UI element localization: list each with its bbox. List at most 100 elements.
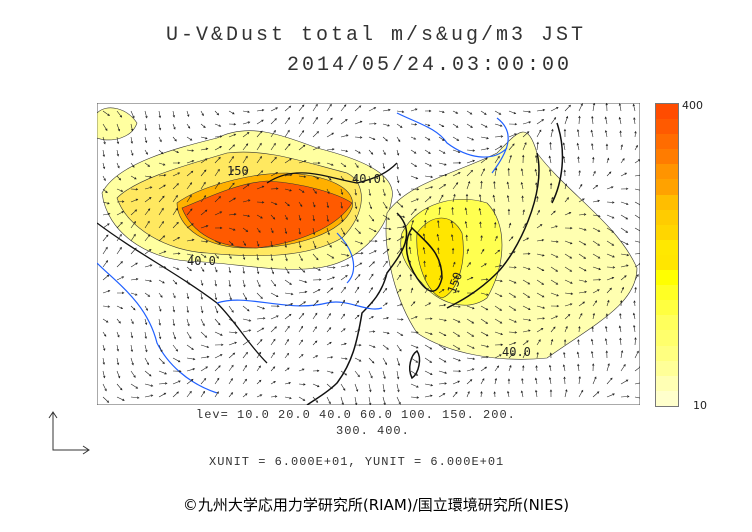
wind-arrow [634,366,640,372]
wind-arrow [410,357,419,363]
wind-arrow [438,382,447,385]
wind-arrow [522,279,531,285]
contour-label: 150 [445,270,466,295]
wind-arrow [284,143,291,151]
wind-arrow [186,344,194,351]
wind-arrow [578,376,581,385]
wind-arrow [368,287,373,294]
wind-arrow [270,292,279,298]
wind-arrow [340,188,344,195]
wind-arrow [480,278,489,281]
wind-arrow [284,201,290,207]
wind-arrow [242,199,251,203]
contour-label: 40.0 [502,345,531,359]
wind-arrow [424,136,431,141]
wind-arrow [242,169,249,177]
wind-arrow [312,326,317,333]
wind-arrow [256,108,265,112]
wind-arrow [522,237,530,242]
wind-arrow [214,391,219,398]
wind-arrow [494,235,498,242]
wind-arrow [577,156,580,164]
wind-arrow [242,110,250,114]
wind-arrow [228,305,234,313]
wind-arrow [536,119,545,125]
wind-arrow [116,305,124,310]
wind-arrow [242,155,248,164]
dust-region-nw [97,107,138,141]
wind-arrow [396,247,403,255]
wind-arrow [396,344,402,352]
wind-arrow [158,292,163,298]
wind-arrow [592,227,601,232]
wind-arrow [256,317,266,320]
wind-arrow [354,240,364,245]
wind-arrow [340,134,349,138]
wind-arrow [508,292,517,298]
wind-arrow [592,253,601,259]
wind-arrow [550,196,554,203]
wind-arrow [158,136,162,143]
wind-arrow [270,253,274,262]
wind-arrow [465,234,468,242]
wind-arrow [116,383,123,391]
wind-arrow [130,247,137,255]
map-timestamp: 2014/05/24.03:00:00 [287,54,573,77]
wind-arrow [214,279,218,287]
scale-band [656,239,678,255]
wind-arrow [507,167,510,177]
wind-arrow [480,292,489,296]
wind-arrow [452,182,459,190]
wind-arrow [563,351,566,359]
wind-arrow [424,149,431,154]
wind-arrow [590,350,594,359]
wind-arrow [326,175,332,181]
wind-arrow [326,356,334,359]
wind-arrow [172,183,179,190]
wind-arrow [242,184,250,190]
wind-arrow [634,337,637,346]
wind-arrow [438,357,447,363]
wind-arrow [450,234,454,242]
wind-arrow [620,227,629,233]
wind-arrow [172,237,181,242]
wind-arrow [102,201,110,205]
wind-arrow [493,208,496,216]
wind-arrow [522,131,530,138]
wind-arrow [228,197,236,203]
wind-arrow [633,300,636,307]
wind-arrow [284,302,294,307]
wind-arrow [618,325,622,333]
wind-arrow [564,115,569,125]
scale-min-label: 10 [693,399,707,412]
wind-arrow [228,266,232,274]
wind-arrow [576,129,580,138]
levels-line2: 300. 400. [336,424,410,438]
wind-arrow [508,341,517,346]
wind-arrow [606,287,612,294]
wind-arrow [438,303,447,307]
wind-arrow [535,365,538,372]
wind-arrow [228,392,234,398]
wind-arrow [172,136,177,142]
wind-arrow [158,184,166,190]
wind-arrow [172,305,176,313]
dust-region-west-core [181,180,353,249]
wind-arrow [186,170,194,177]
wind-arrow [340,201,343,209]
wind-arrow [102,149,106,158]
wind-arrow [186,194,192,203]
wind-arrow [102,289,111,294]
wind-arrow [186,357,196,361]
wind-arrow [172,391,179,398]
wind-arrow [410,175,419,180]
wind-arrow [158,370,168,375]
wind-arrow [592,240,601,246]
wind-arrow [549,182,553,190]
wind-arrow [340,162,347,168]
wind-arrow [382,302,388,307]
wind-arrow [102,331,107,337]
wind-arrow [480,263,487,268]
wind-arrow [382,396,386,405]
wind-arrow [620,240,629,245]
